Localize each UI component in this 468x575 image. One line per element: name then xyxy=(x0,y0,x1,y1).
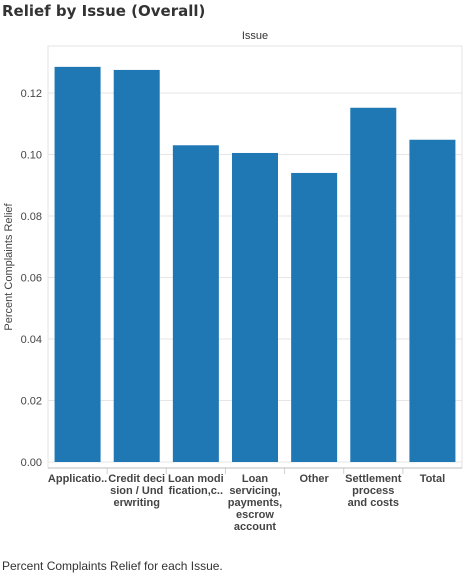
y-tick-label: 0.08 xyxy=(21,211,42,223)
x-tick-label: Applicatio.. xyxy=(48,473,108,485)
y-tick-label: 0.02 xyxy=(21,396,42,408)
bar xyxy=(409,140,455,462)
y-tick-label: 0.12 xyxy=(21,88,42,100)
y-tick-label: 0.10 xyxy=(21,150,42,162)
bar xyxy=(114,70,160,462)
y-tick-label: 0.04 xyxy=(21,334,42,346)
y-axis-title: Percent Complaints Relief xyxy=(3,202,15,330)
bar xyxy=(291,173,337,462)
y-tick-label: 0.06 xyxy=(21,273,42,285)
chart-caption: Percent Complaints Relief for each Issue… xyxy=(2,559,223,573)
y-tick-label: 0.00 xyxy=(21,457,42,469)
x-tick-label: Loan modi fication,c.. xyxy=(166,473,226,497)
bar xyxy=(55,67,101,462)
x-tick-label: Credit deci sion / Und erwriting xyxy=(107,473,167,509)
bar xyxy=(232,153,278,462)
x-tick-label: Other xyxy=(284,473,344,485)
x-tick-label: Total xyxy=(402,473,462,485)
bar xyxy=(350,108,396,462)
x-tick-label: Settlement process and costs xyxy=(343,473,403,509)
x-tick-label: Loan servicing, payments, escrow account xyxy=(225,473,285,533)
bar xyxy=(173,145,219,462)
